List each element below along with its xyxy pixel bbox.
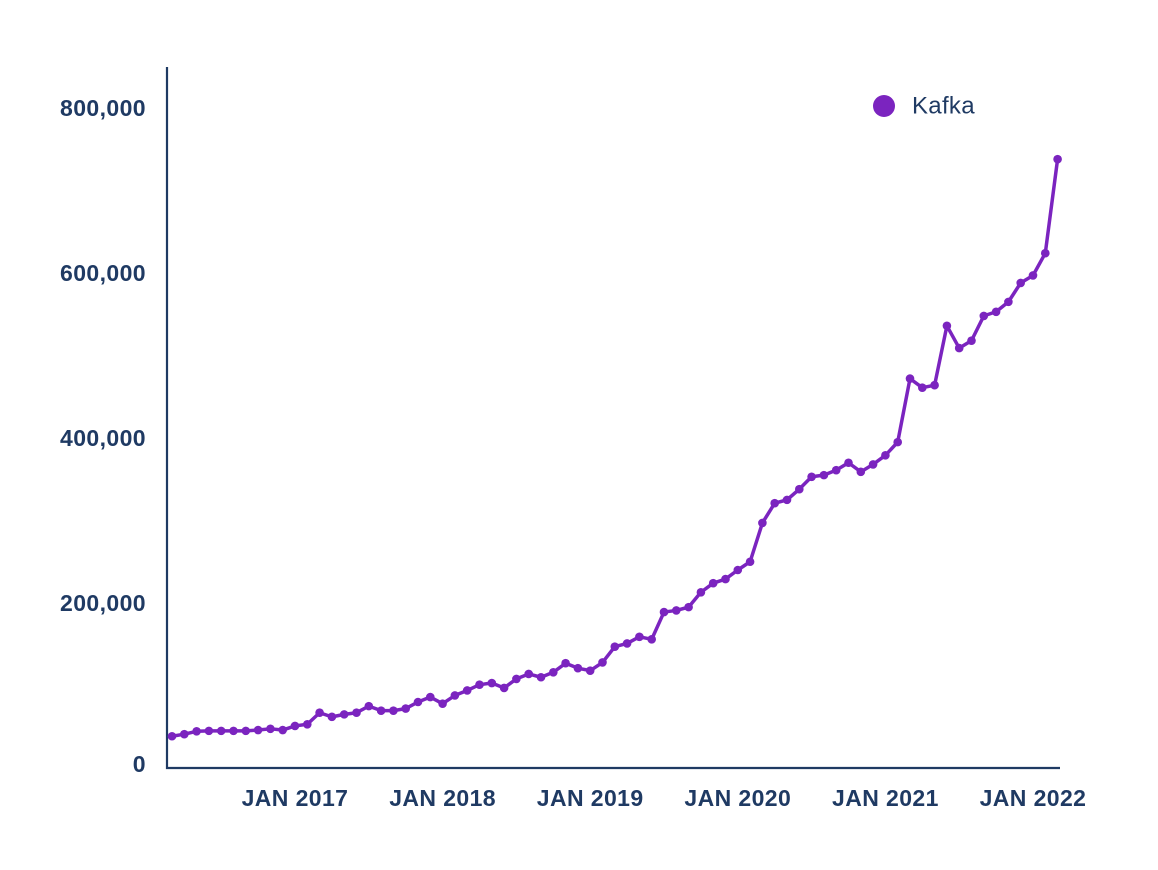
data-point <box>561 658 570 668</box>
data-point <box>647 635 656 644</box>
data-point <box>438 699 447 708</box>
data-point <box>241 726 251 736</box>
y-axis-label: 0 <box>133 751 146 777</box>
data-point <box>536 672 546 682</box>
data-point <box>819 470 829 480</box>
data-point <box>782 495 792 505</box>
data-point <box>1004 297 1013 307</box>
data-point <box>499 683 509 693</box>
data-point <box>881 451 890 460</box>
data-point <box>524 669 533 679</box>
data-point <box>1041 248 1050 258</box>
data-point <box>364 701 374 711</box>
data-point <box>426 692 435 702</box>
legend-kafka-dot <box>873 95 895 117</box>
y-axis-label: 800,000 <box>60 95 146 121</box>
data-point <box>180 729 189 739</box>
y-axis-label: 600,000 <box>60 260 146 286</box>
data-point <box>905 374 915 383</box>
data-point <box>844 458 853 468</box>
data-point <box>376 706 386 715</box>
data-point <box>967 336 976 345</box>
data-point <box>327 712 337 722</box>
data-point <box>610 642 620 652</box>
data-point <box>979 311 989 321</box>
data-point <box>462 686 472 695</box>
data-point <box>856 467 866 477</box>
data-point <box>868 460 878 469</box>
data-point <box>253 725 263 735</box>
axis-lines <box>165 67 1060 770</box>
data-point <box>315 708 324 718</box>
data-point <box>339 710 349 719</box>
x-axis-label: JAN 2021 <box>832 785 939 811</box>
data-point <box>1053 154 1062 164</box>
legend-kafka-label: Kafka <box>912 93 975 120</box>
data-point <box>573 663 583 673</box>
data-point <box>696 587 706 597</box>
data-point <box>795 484 804 494</box>
data-point <box>954 343 964 353</box>
data-point <box>930 380 939 390</box>
data-point <box>229 726 238 736</box>
y-axis-label: 400,000 <box>60 425 146 451</box>
data-point <box>216 726 226 736</box>
data-point <box>622 639 632 648</box>
x-axis-label: JAN 2017 <box>242 785 349 811</box>
data-point <box>918 383 927 392</box>
data-point <box>204 726 214 736</box>
data-point <box>598 658 607 667</box>
data-point <box>549 668 558 677</box>
data-point <box>942 321 952 331</box>
data-point <box>807 472 816 482</box>
data-point <box>167 731 177 741</box>
data-point <box>758 518 767 528</box>
data-point <box>991 307 1001 317</box>
data-point <box>1028 271 1038 280</box>
data-point <box>893 437 902 447</box>
data-point <box>303 719 312 729</box>
data-point <box>192 726 201 736</box>
data-point <box>290 721 300 731</box>
data-point <box>1016 278 1025 288</box>
data-point <box>413 697 423 707</box>
data-point <box>721 574 730 584</box>
data-point <box>512 674 521 684</box>
data-point <box>389 706 398 715</box>
data-point <box>659 607 669 617</box>
data-point <box>475 680 484 689</box>
data-point <box>585 666 595 675</box>
data-point <box>487 678 497 688</box>
data-point <box>672 606 681 615</box>
data-point <box>770 498 779 508</box>
data-point <box>266 724 275 734</box>
x-axis-label: JAN 2022 <box>980 785 1087 811</box>
data-point <box>733 565 743 575</box>
y-axis-label: 200,000 <box>60 590 146 616</box>
data-point <box>278 725 288 735</box>
data-point <box>831 465 841 475</box>
data-point <box>352 708 361 718</box>
data-point <box>745 557 755 567</box>
data-point <box>401 704 411 713</box>
x-axis-label: JAN 2019 <box>537 785 644 811</box>
data-point <box>450 691 460 700</box>
x-axis-label: JAN 2018 <box>389 785 496 811</box>
data-point <box>635 632 644 642</box>
data-point <box>708 578 718 588</box>
data-point <box>684 602 693 612</box>
x-axis-label: JAN 2020 <box>684 785 791 811</box>
